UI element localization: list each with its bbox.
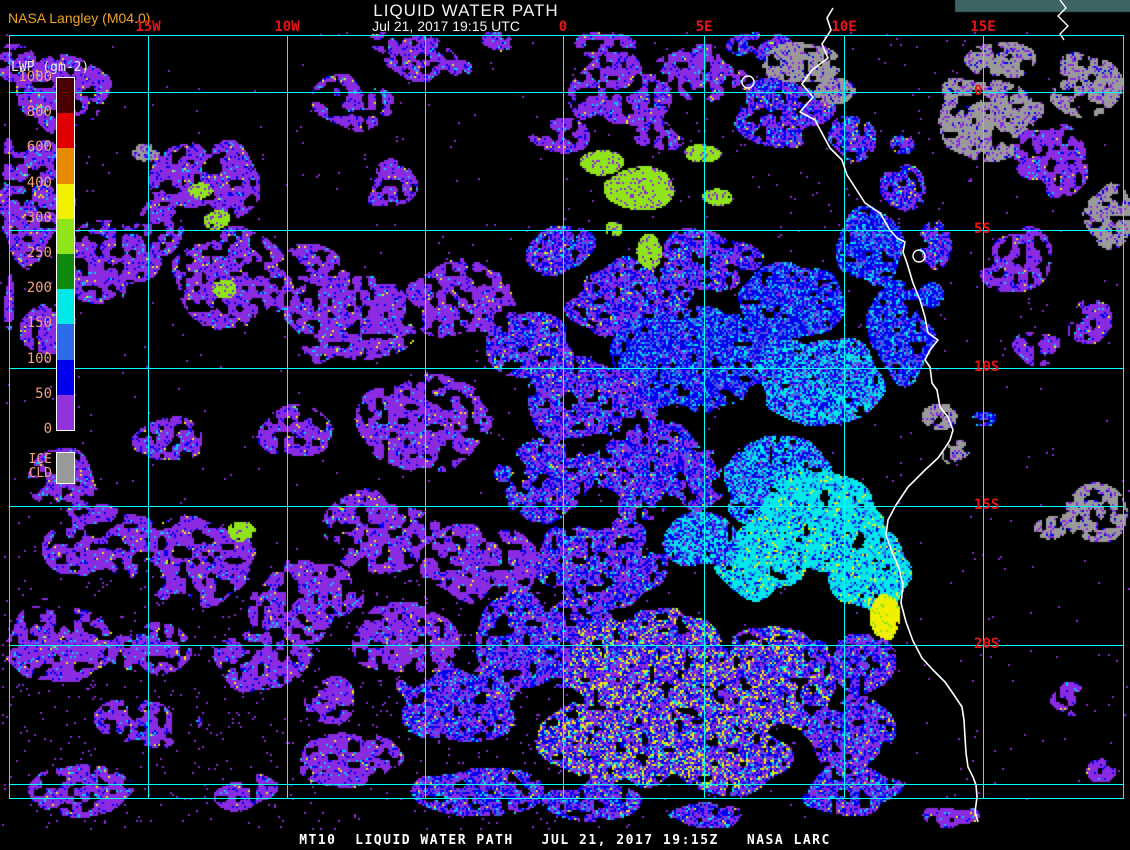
satellite-viewer: NASA Langley (M04.0) LIQUID WATER PATH J… xyxy=(0,0,1130,850)
satellite-imagery-canvas xyxy=(0,0,1130,850)
